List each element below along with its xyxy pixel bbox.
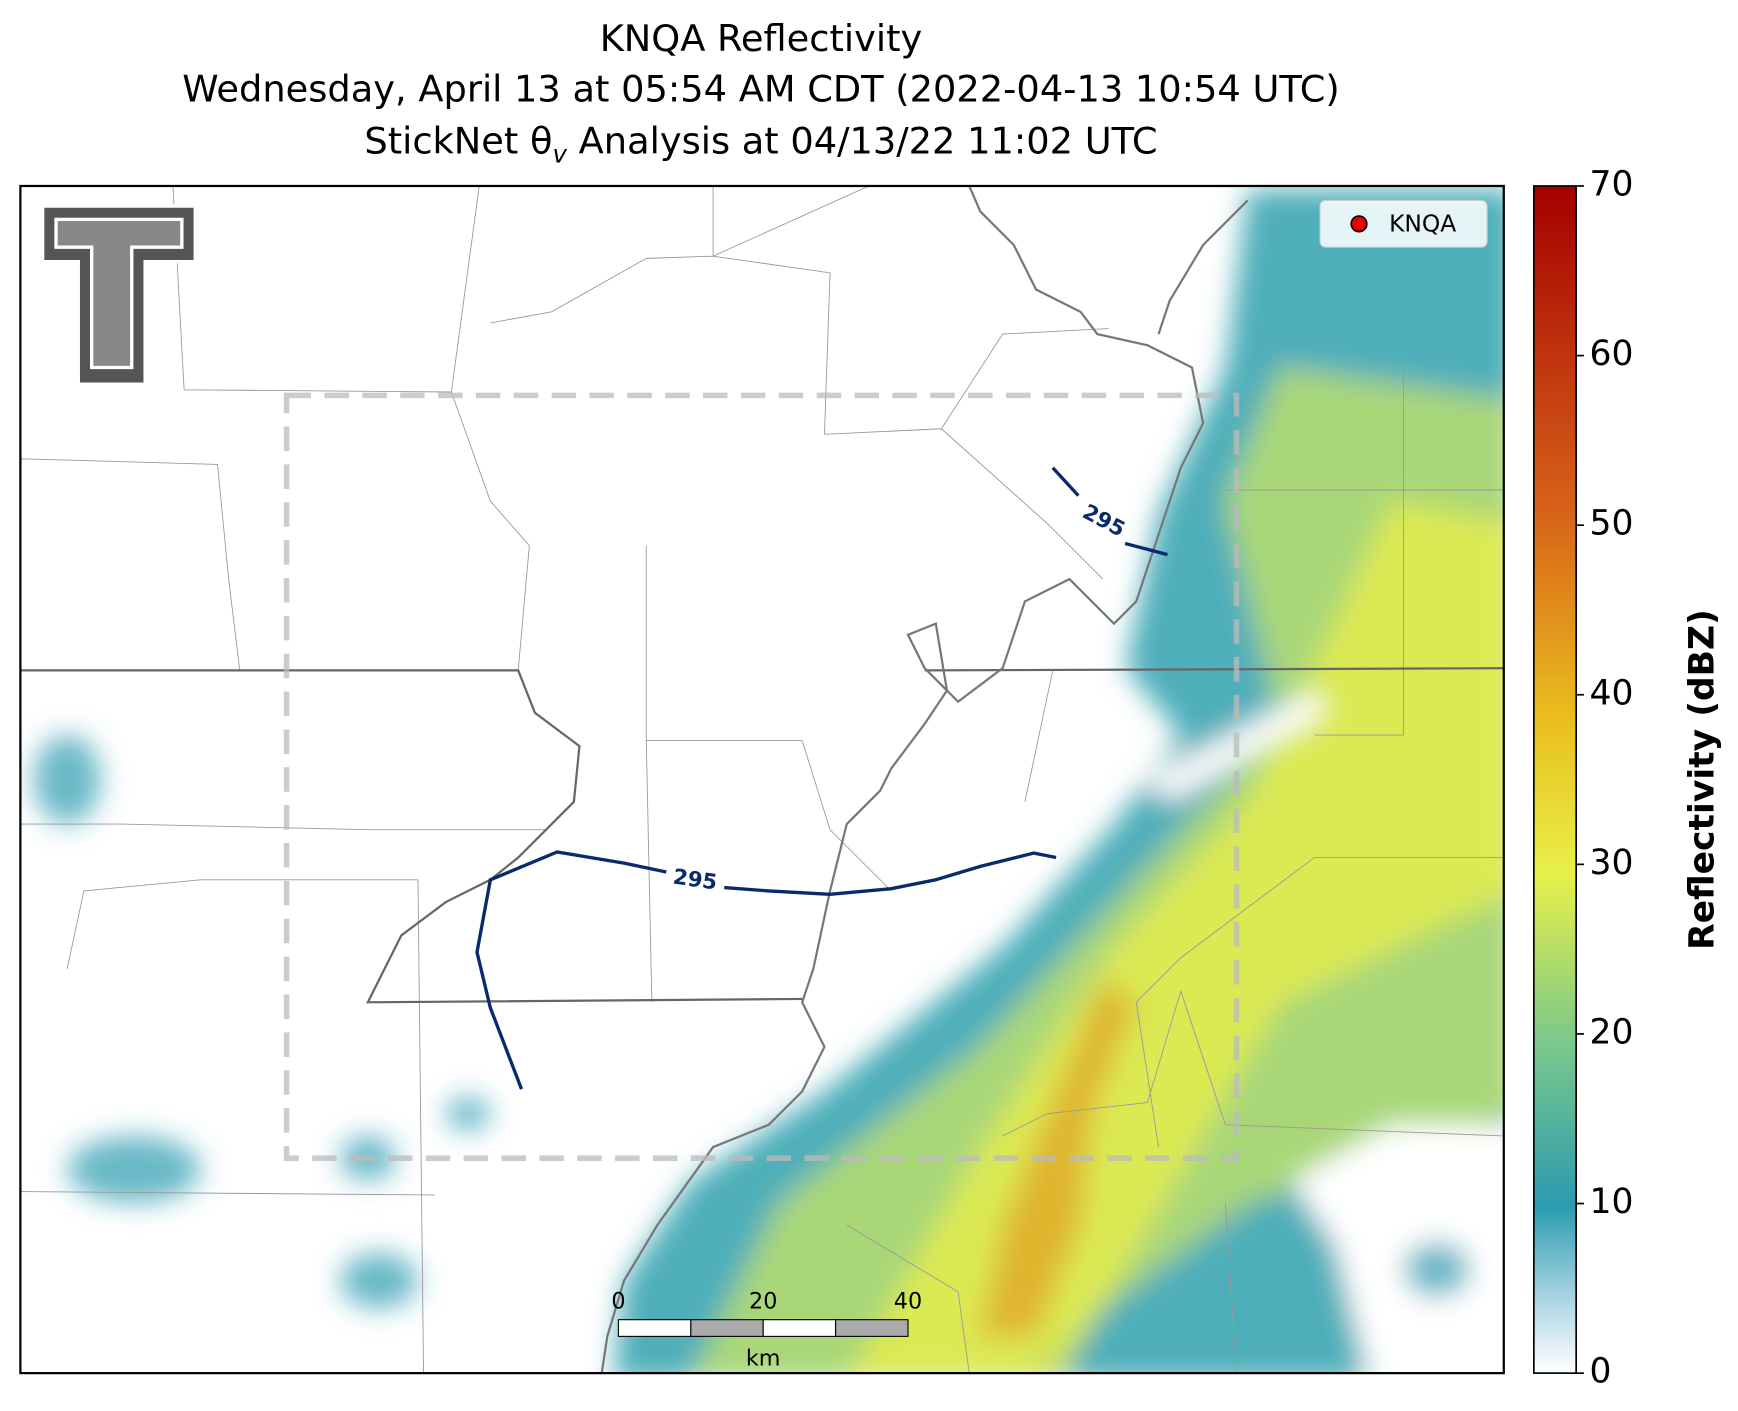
map-frame xyxy=(19,184,1505,1375)
scale-label: 40 xyxy=(894,1289,922,1315)
colorbar-tick-label: 40 xyxy=(1590,673,1634,713)
contours: 295 295 xyxy=(475,466,1168,1090)
colorbar-gradient xyxy=(1533,185,1578,1374)
legend: KNQA xyxy=(1319,199,1488,248)
colorbar: Reflectivity (dBZ) 0 10 20 30 40 50 60 70 xyxy=(1533,164,1723,1392)
colorbar-tick-label: 50 xyxy=(1590,504,1634,544)
subtitle-text: Analysis at 04/13/22 11:02 UTC xyxy=(567,120,1158,163)
colorbar-label: Reflectivity (dBZ) xyxy=(1683,609,1723,950)
colorbar-tick-label: 70 xyxy=(1590,164,1634,204)
colorbar-tick-label: 20 xyxy=(1590,1012,1634,1052)
map: 295 295 0 20 40 km KNQA xyxy=(20,185,1504,1374)
ttu-logo xyxy=(40,204,197,386)
scale-label: 0 xyxy=(611,1289,625,1315)
analysis-domain xyxy=(283,392,1240,1161)
scale-label: 20 xyxy=(749,1289,777,1315)
colorbar-tick-label: 30 xyxy=(1590,843,1634,883)
legend-label: KNQA xyxy=(1389,210,1456,238)
legend-marker xyxy=(1350,215,1368,233)
scale-bar: 0 20 40 km xyxy=(611,1289,922,1372)
colorbar-tick-label: 0 xyxy=(1590,1352,1612,1392)
radar-echoes xyxy=(33,189,1504,1374)
state-lines xyxy=(20,185,1504,1374)
subtitle: StickNet θv Analysis at 04/13/22 11:02 U… xyxy=(364,120,1157,169)
subtitle-text: StickNet θ xyxy=(364,120,552,163)
county-lines xyxy=(20,185,1504,1374)
scale-unit: km xyxy=(746,1345,781,1371)
title-line: KNQA Reflectivity xyxy=(600,17,923,60)
contour-label: 295 xyxy=(672,864,719,895)
colorbar-tick-label: 10 xyxy=(1590,1182,1634,1222)
colorbar-tick-label: 60 xyxy=(1590,334,1634,374)
subtitle-subscript: v xyxy=(552,140,567,169)
title-line: Wednesday, April 13 at 05:54 AM CDT (202… xyxy=(182,67,1339,110)
